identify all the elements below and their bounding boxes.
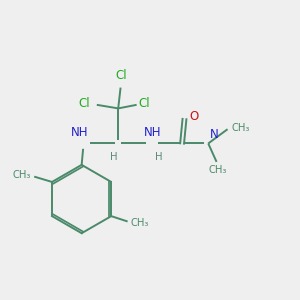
Text: O: O [189,110,199,123]
Text: N: N [209,128,218,141]
Text: H: H [110,152,118,162]
Text: NH: NH [144,126,162,139]
Text: CH₃: CH₃ [13,170,31,180]
Text: NH: NH [71,126,88,139]
Text: Cl: Cl [138,98,150,110]
Text: CH₃: CH₃ [232,123,250,133]
Text: CH₃: CH₃ [208,166,227,176]
Text: Cl: Cl [116,69,127,82]
Text: CH₃: CH₃ [130,218,149,228]
Text: H: H [154,152,162,162]
Text: Cl: Cl [79,98,90,110]
